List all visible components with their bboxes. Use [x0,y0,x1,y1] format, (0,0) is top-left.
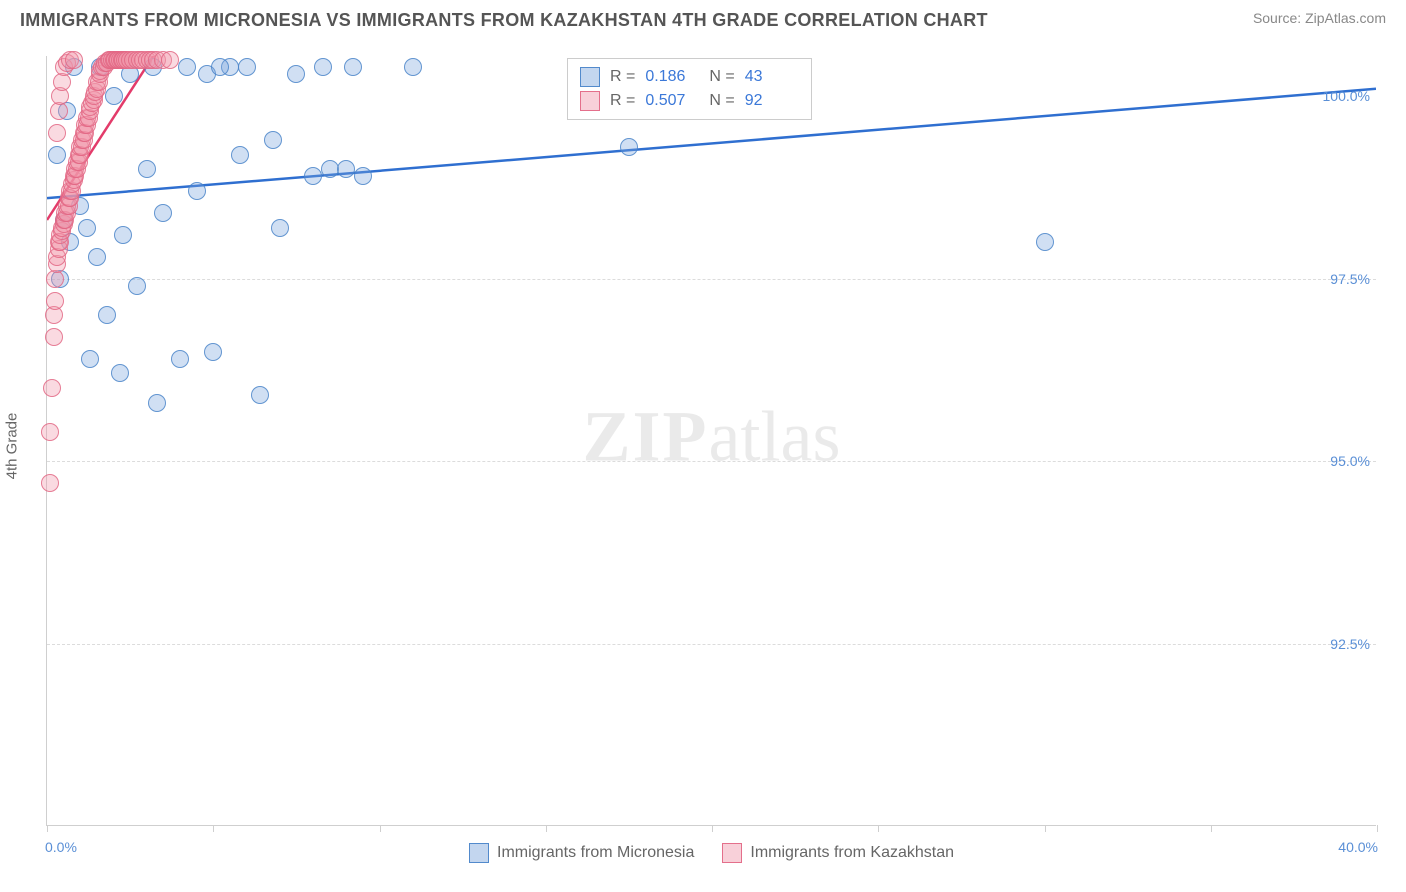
scatter-point [304,167,322,185]
scatter-point [188,182,206,200]
legend-r-value: 0.507 [645,92,699,110]
x-tick [546,825,547,832]
scatter-point [321,160,339,178]
x-tick [712,825,713,832]
scatter-point [111,364,129,382]
chart-title: IMMIGRANTS FROM MICRONESIA VS IMMIGRANTS… [20,10,988,31]
plot-area: ZIPatlas R =0.186N =43R =0.507N =92 Immi… [46,56,1376,826]
y-tick-label: 100.0% [1323,88,1370,104]
y-tick-label: 92.5% [1330,636,1370,652]
x-tick [1045,825,1046,832]
scatter-point [48,146,66,164]
scatter-point [314,58,332,76]
legend-swatch [469,843,489,863]
bottom-legend-item: Immigrants from Micronesia [469,843,694,863]
x-tick-label-left: 0.0% [45,839,77,855]
scatter-point [404,58,422,76]
legend-swatch [580,91,600,111]
scatter-point [271,219,289,237]
legend-swatch [722,843,742,863]
trend-lines [47,56,1376,825]
scatter-point [81,350,99,368]
scatter-point [88,248,106,266]
y-tick-label: 95.0% [1330,453,1370,469]
gridline [47,279,1376,280]
scatter-point [620,138,638,156]
x-tick [213,825,214,832]
legend-label: Immigrants from Kazakhstan [750,844,954,862]
scatter-point [43,379,61,397]
scatter-point [46,292,64,310]
legend-r-value: 0.186 [645,68,699,86]
scatter-point [105,87,123,105]
legend-label: Immigrants from Micronesia [497,844,694,862]
legend-swatch [580,67,600,87]
scatter-point [128,277,146,295]
scatter-point [114,226,132,244]
x-tick [380,825,381,832]
scatter-point [238,58,256,76]
y-tick-label: 97.5% [1330,271,1370,287]
scatter-point [148,394,166,412]
scatter-point [251,386,269,404]
bottom-legend-item: Immigrants from Kazakhstan [722,843,954,863]
watermark-atlas: atlas [709,396,841,476]
scatter-point [211,58,229,76]
scatter-point [171,350,189,368]
scatter-point [45,328,63,346]
scatter-point [98,306,116,324]
scatter-point [204,343,222,361]
legend-n-value: 43 [745,68,799,86]
legend-rn-box: R = 0.186 N = 43 R = 0.507 N = 92 [567,58,812,120]
watermark-zip: ZIP [583,396,709,476]
scatter-point [344,58,362,76]
x-tick [1211,825,1212,832]
legend-r-label: R = [610,92,635,110]
x-tick [47,825,48,832]
y-axis-title: 4th Grade [4,413,21,480]
bottom-legend: Immigrants from Micronesia Immigrants fro… [47,843,1376,863]
scatter-point [354,167,372,185]
scatter-point [264,131,282,149]
scatter-point [138,160,156,178]
source-label: Source: ZipAtlas.com [1253,10,1386,26]
scatter-point [161,51,179,69]
x-tick [878,825,879,832]
gridline [47,461,1376,462]
legend-r-label: R = [610,68,635,86]
scatter-point [337,160,355,178]
scatter-point [41,423,59,441]
scatter-point [154,204,172,222]
legend-row: R = 0.186 N = 43 [580,65,799,89]
scatter-point [41,474,59,492]
legend-row: R = 0.507 N = 92 [580,89,799,113]
legend-n-value: 92 [745,92,799,110]
scatter-point [65,51,83,69]
scatter-point [48,124,66,142]
scatter-point [231,146,249,164]
watermark: ZIPatlas [583,395,841,478]
legend-n-label: N = [709,92,734,110]
legend-n-label: N = [709,68,734,86]
x-tick-label-right: 40.0% [1338,839,1378,855]
gridline [47,644,1376,645]
scatter-point [1036,233,1054,251]
scatter-point [78,219,96,237]
scatter-point [287,65,305,83]
x-tick [1377,825,1378,832]
scatter-point [178,58,196,76]
